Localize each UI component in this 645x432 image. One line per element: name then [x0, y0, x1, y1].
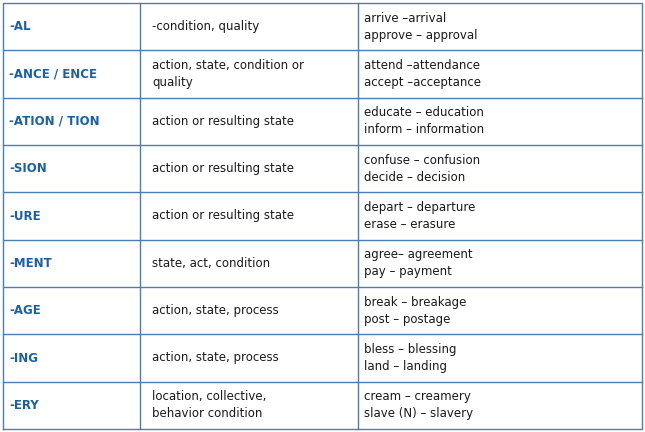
Text: action, state, process: action, state, process: [152, 352, 279, 365]
Text: -MENT: -MENT: [9, 257, 52, 270]
Text: action or resulting state: action or resulting state: [152, 115, 294, 128]
Text: break – breakage
post – postage: break – breakage post – postage: [364, 295, 466, 326]
Text: -ING: -ING: [9, 352, 38, 365]
Text: arrive –arrival
approve – approval: arrive –arrival approve – approval: [364, 12, 477, 41]
Text: action, state, condition or
quality: action, state, condition or quality: [152, 59, 304, 89]
Text: attend –attendance
accept –acceptance: attend –attendance accept –acceptance: [364, 59, 481, 89]
Text: confuse – confusion
decide – decision: confuse – confusion decide – decision: [364, 154, 480, 184]
Text: -AL: -AL: [9, 20, 30, 33]
Text: -URE: -URE: [9, 210, 41, 222]
Text: agree– agreement
pay – payment: agree– agreement pay – payment: [364, 248, 472, 278]
Text: location, collective,
behavior condition: location, collective, behavior condition: [152, 391, 267, 420]
Text: cream – creamery
slave (N) – slavery: cream – creamery slave (N) – slavery: [364, 391, 473, 420]
Text: -condition, quality: -condition, quality: [152, 20, 260, 33]
Text: action or resulting state: action or resulting state: [152, 210, 294, 222]
Text: -ERY: -ERY: [9, 399, 39, 412]
Text: state, act, condition: state, act, condition: [152, 257, 270, 270]
Text: -SION: -SION: [9, 162, 46, 175]
Text: action, state, process: action, state, process: [152, 304, 279, 317]
Text: bless – blessing
land – landing: bless – blessing land – landing: [364, 343, 456, 373]
Text: action or resulting state: action or resulting state: [152, 162, 294, 175]
Text: -ATION / TION: -ATION / TION: [9, 115, 99, 128]
Text: educate – education
inform – information: educate – education inform – information: [364, 106, 484, 137]
Text: -AGE: -AGE: [9, 304, 41, 317]
Text: -ANCE / ENCE: -ANCE / ENCE: [9, 67, 97, 80]
Text: depart – departure
erase – erasure: depart – departure erase – erasure: [364, 201, 475, 231]
